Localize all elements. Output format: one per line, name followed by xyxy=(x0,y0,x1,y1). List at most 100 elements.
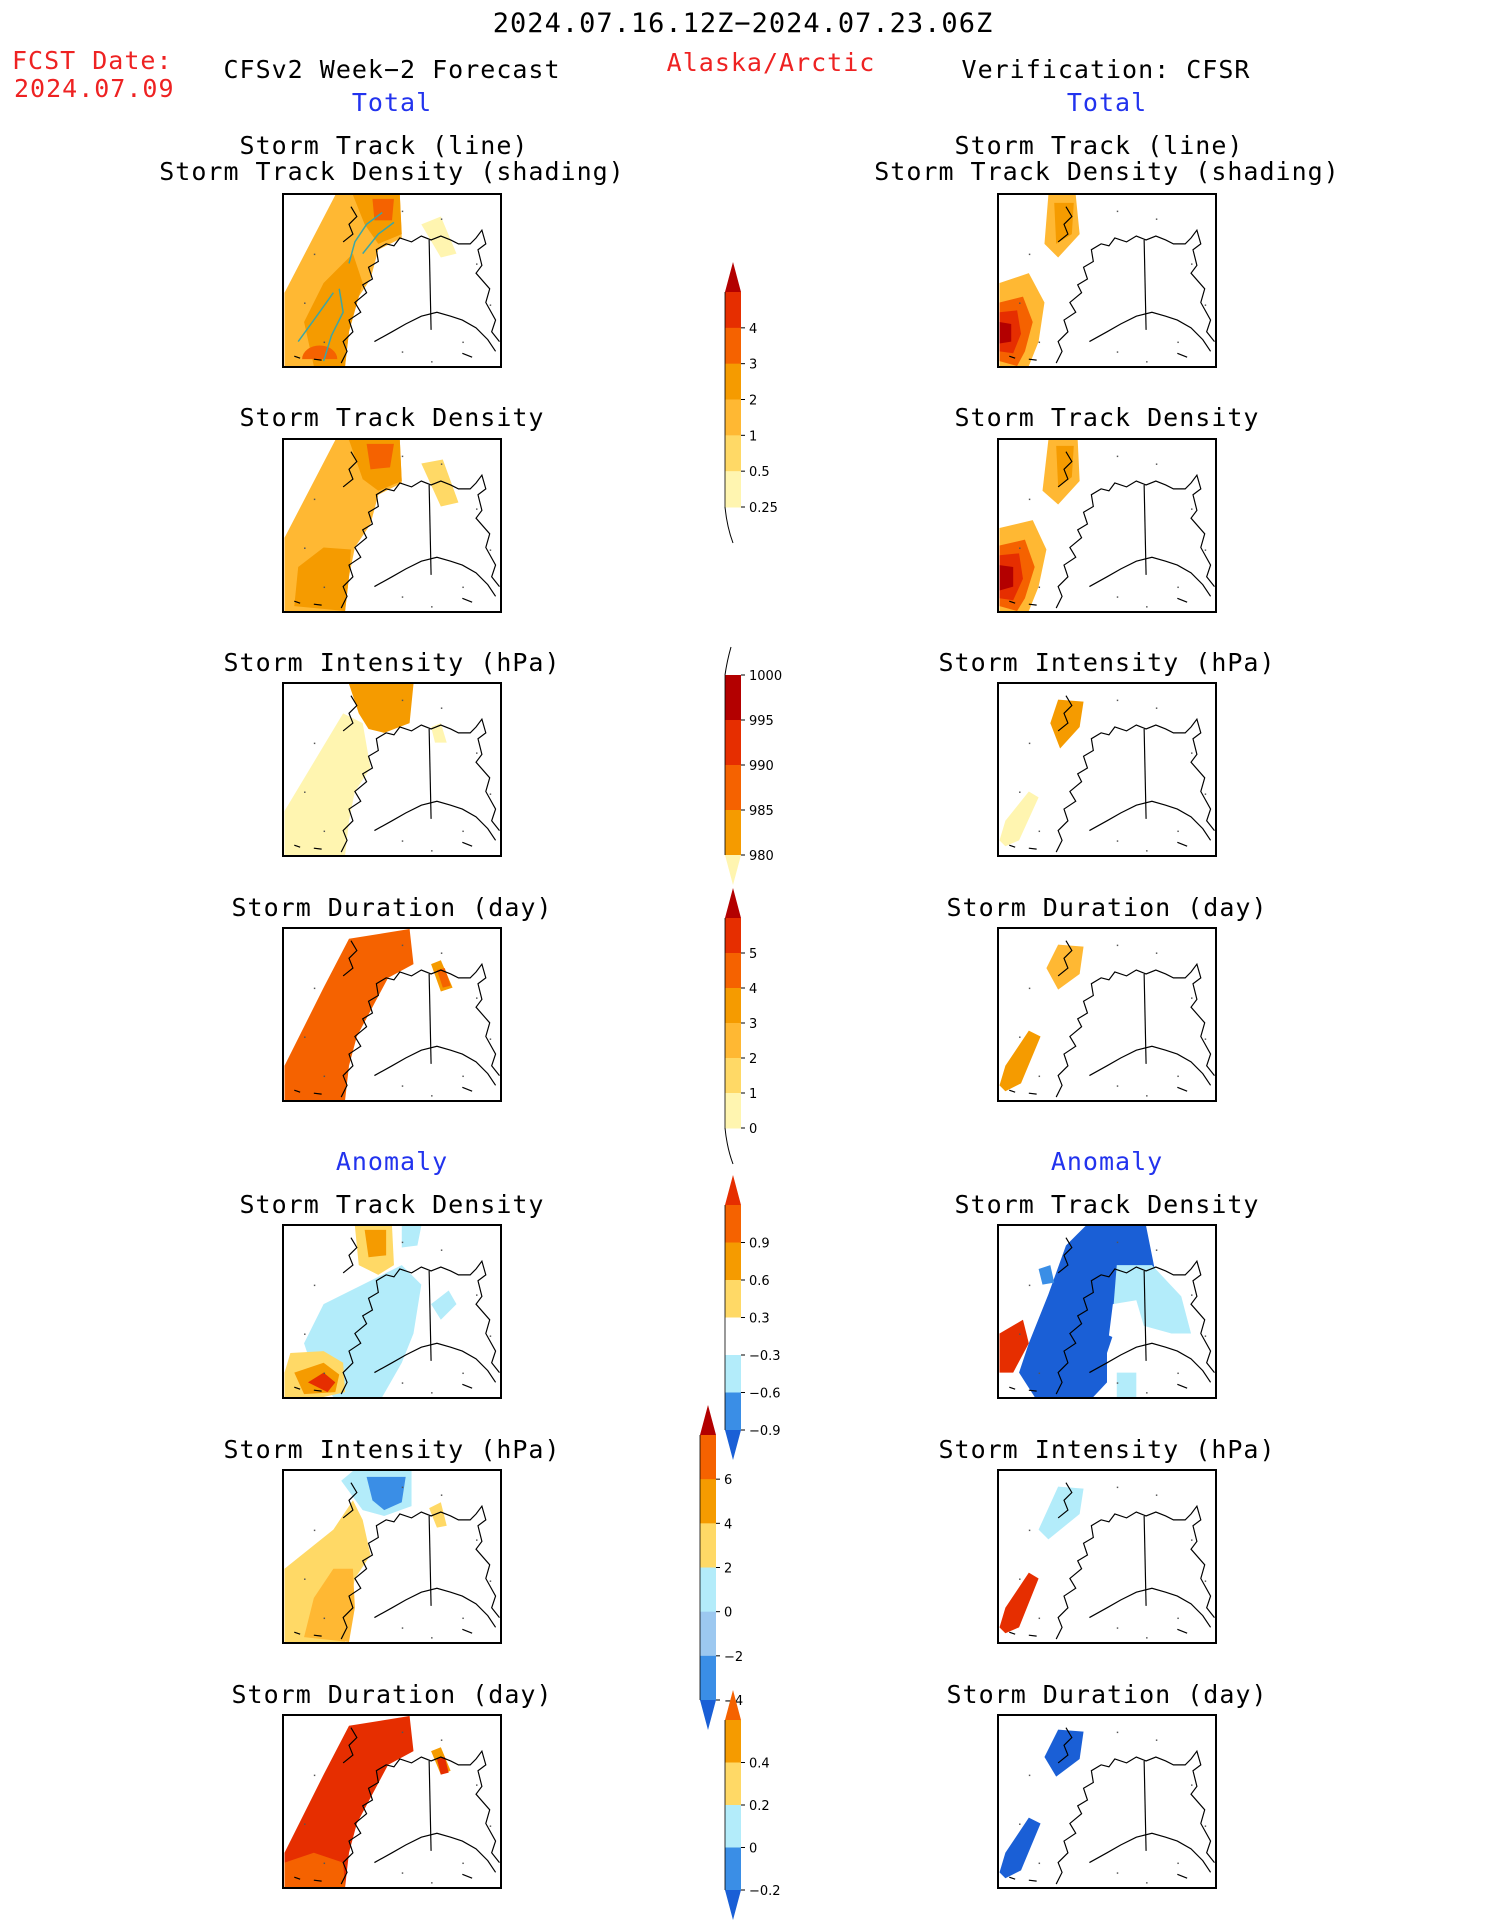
colorbar-segment xyxy=(725,471,741,508)
colorbar-segment xyxy=(725,953,741,989)
colorbar-tick-label: 2 xyxy=(749,1052,757,1067)
colorbar-tick-label: 2 xyxy=(724,1562,732,1577)
colorbar-arrow-top xyxy=(700,1405,716,1435)
map-intensity-forecast xyxy=(282,682,502,857)
shaded-region xyxy=(421,459,459,507)
shaded-region xyxy=(1108,1300,1147,1344)
map-track-density-cfsr xyxy=(997,438,1217,613)
colorbar-arrow-top xyxy=(725,1690,741,1720)
colorbar-segment xyxy=(700,1435,716,1480)
colorbar-anom-duration: 0.40.20−0.2−0.4 xyxy=(724,1690,781,1920)
colorbar-segment xyxy=(725,1093,741,1129)
colorbar-arrow-bottom xyxy=(700,1700,716,1730)
colorbar-tick-label: −0.6 xyxy=(749,1387,781,1402)
title-anom-duration-left: Storm Duration (day) xyxy=(231,1680,553,1709)
colorbar-segment xyxy=(725,1847,741,1891)
colorbar-arrow-top xyxy=(725,1175,741,1205)
title-track-density-shading-right: Storm Track Density (shading) xyxy=(874,157,1340,186)
colorbar-segment xyxy=(725,1317,741,1356)
map-track-density-shading-forecast xyxy=(282,193,502,368)
shaded-region xyxy=(1056,445,1074,487)
colorbar-segment xyxy=(725,399,741,436)
colorbar-segment xyxy=(725,1058,741,1094)
map-track-density-forecast xyxy=(282,438,502,613)
colorbar-arrow-top xyxy=(725,262,741,292)
map-anom-duration-cfsr xyxy=(997,1714,1217,1889)
colorbar-tick-label: 990 xyxy=(749,759,774,774)
map-anom-density-forecast xyxy=(282,1224,502,1399)
forecast-title: CFSv2 Week−2 Forecast xyxy=(223,55,561,84)
title-intensity-left: Storm Intensity (hPa) xyxy=(223,648,561,677)
title-anom-intensity-left: Storm Intensity (hPa) xyxy=(223,1435,561,1464)
colorbar-segment xyxy=(725,675,741,721)
shaded-region xyxy=(1044,1729,1084,1777)
verification-title: Verification: CFSR xyxy=(961,55,1251,84)
title-duration-left: Storm Duration (day) xyxy=(231,893,553,922)
colorbar-segment xyxy=(700,1611,716,1657)
colorbar-segment xyxy=(725,988,741,1024)
colorbar-segment xyxy=(725,327,741,365)
colorbar-segment xyxy=(725,1392,741,1431)
fcst-date-value: 2024.07.09 xyxy=(14,74,175,103)
colorbar-tick-label: 3 xyxy=(749,1017,757,1032)
colorbar-tick-label: 0.2 xyxy=(749,1799,770,1814)
shaded-region xyxy=(1038,1265,1055,1285)
shaded-region xyxy=(284,929,414,1100)
colorbar-segment xyxy=(725,1762,741,1806)
colorbar-tick-label: 0.25 xyxy=(749,501,778,516)
colorbar-segment xyxy=(725,1720,741,1763)
title-anom-density-left: Storm Track Density xyxy=(239,1190,545,1219)
colorbar-tick-label: 2 xyxy=(749,394,757,409)
colorbar-tick-label: 5 xyxy=(749,947,757,962)
shaded-region xyxy=(999,1817,1041,1879)
colorbar-tick-label: 1 xyxy=(749,429,757,444)
colorbar-tick-label: 980 xyxy=(749,849,774,864)
map-duration-cfsr xyxy=(997,927,1217,1102)
title-track-density-shading-left: Storm Track Density (shading) xyxy=(159,157,625,186)
title-anom-intensity-right: Storm Intensity (hPa) xyxy=(938,1435,1276,1464)
title-track-line-left: Storm Track (line) xyxy=(239,131,529,160)
shaded-region xyxy=(364,1229,387,1258)
total-label-right: Total xyxy=(1066,88,1148,117)
colorbar-segment xyxy=(725,810,741,856)
colorbar-segment xyxy=(725,292,741,329)
colorbar-segment xyxy=(725,918,741,954)
shaded-region xyxy=(1038,1486,1084,1540)
shaded-region xyxy=(366,443,394,470)
shaded-region xyxy=(999,1572,1039,1634)
shaded-region xyxy=(999,791,1039,847)
shaded-region xyxy=(436,1757,449,1775)
colorbar-tick-label: 0.5 xyxy=(749,465,770,480)
colorbar-duration: 5 4 3 2 1 0 xyxy=(724,888,757,1165)
colorbar-tick-label: 0.6 xyxy=(749,1274,770,1289)
shaded-region xyxy=(304,1568,355,1642)
shaded-region xyxy=(307,1372,336,1393)
colorbar-arrow-bottom xyxy=(725,1430,741,1460)
shaded-region xyxy=(1116,1372,1137,1397)
map-anom-density-cfsr xyxy=(997,1224,1217,1399)
colorbar-arrow-bottom xyxy=(725,1890,741,1920)
colorbar-tick-label: 995 xyxy=(749,714,774,729)
colorbar-tick-label: 0.9 xyxy=(749,1237,770,1252)
title-intensity-right: Storm Intensity (hPa) xyxy=(938,648,1276,677)
colorbar-arrow-bottom xyxy=(725,855,741,885)
map-duration-forecast xyxy=(282,927,502,1102)
colorbar-tick-label: 0.3 xyxy=(749,1312,770,1327)
colorbar-tick-label: 3 xyxy=(749,358,757,373)
shaded-region xyxy=(1046,944,1084,990)
fcst-date-label: FCST Date: xyxy=(12,46,173,75)
colorbar-tail xyxy=(724,1127,734,1165)
colorbar-tick-label: 1 xyxy=(749,1087,757,1102)
shaded-region xyxy=(431,1290,457,1320)
shaded-region xyxy=(366,1476,406,1511)
colorbar-tail xyxy=(724,506,734,544)
colorbar-anom-track-density: 0.9 0.6 0.3 −0.3 −0.6 −0.9 xyxy=(724,1175,781,1460)
shaded-region xyxy=(401,1226,422,1248)
title-anom-duration-right: Storm Duration (day) xyxy=(946,1680,1268,1709)
shaded-region xyxy=(304,253,363,366)
date-range-title: 2024.07.16.12Z−2024.07.23.06Z xyxy=(492,8,994,39)
colorbar-tick-label: −0.3 xyxy=(749,1349,781,1364)
shaded-region xyxy=(999,565,1014,591)
colorbar-arrow-top xyxy=(725,888,741,918)
colorbar-tick-label: −0.2 xyxy=(749,1884,781,1899)
